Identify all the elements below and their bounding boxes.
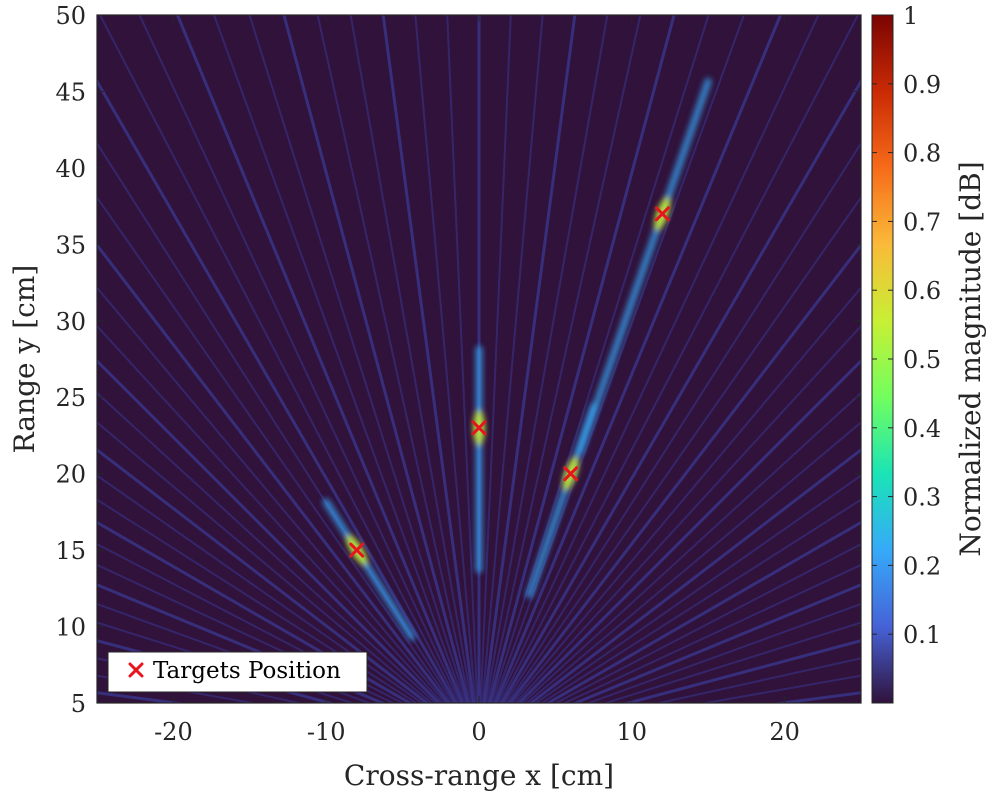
- y-tick-label: 45: [55, 78, 86, 106]
- legend-label: Targets Position: [153, 658, 341, 684]
- x-axis: -20 -10 0 10 20: [154, 15, 800, 746]
- y-tick-label: 30: [55, 308, 86, 336]
- heatmap-stripe: [486, 15, 642, 703]
- heatmap-stripe: [571, 583, 861, 703]
- colorbar-label: Normalized magnitude [dB]: [954, 161, 987, 556]
- x-tick-label: 10: [617, 718, 648, 746]
- heatmap-stripe: [553, 543, 861, 703]
- heatmap-lobe: [322, 498, 416, 641]
- colorbar-tick-label: 0.2: [903, 552, 941, 580]
- heatmap-stripe: [602, 621, 861, 703]
- heatmap-stripe: [521, 391, 861, 703]
- heatmap-stripe: [97, 391, 437, 703]
- y-tick-label: 35: [55, 231, 86, 259]
- heatmap-stripe: [97, 78, 458, 703]
- x-tick-label: 20: [769, 718, 800, 746]
- heatmap-stripe: [493, 15, 783, 703]
- heatmap-stripe: [479, 15, 512, 703]
- heatmap-stripe: [585, 602, 861, 703]
- x-tick-label: -20: [154, 718, 193, 746]
- heatmap-stripe: [525, 421, 861, 703]
- target-marker: [654, 206, 670, 222]
- heatmap-stripe: [528, 447, 861, 703]
- heatmap-stripe: [97, 286, 447, 703]
- x-tick-label: 0: [471, 718, 486, 746]
- legend-box: [107, 651, 368, 693]
- heatmap-stripe: [545, 520, 861, 703]
- heatmap-stripe: [212, 15, 466, 703]
- y-tick-label: 25: [55, 384, 86, 412]
- heatmap-stripe: [97, 324, 444, 703]
- heatmap-stripe: [562, 563, 861, 703]
- heatmap-stripe: [479, 704, 996, 743]
- x-tick-label: -10: [307, 718, 346, 746]
- target-marker: [471, 420, 487, 436]
- heatmap-stripe: [316, 15, 472, 703]
- colorbar-tick-label: 1: [903, 2, 918, 30]
- heatmap-stripe: [505, 195, 861, 703]
- heatmap-area: [97, 15, 996, 743]
- heatmap-stripe: [516, 358, 861, 703]
- heatmap-stripe: [98, 15, 460, 703]
- heatmap-stripe: [97, 195, 453, 703]
- legend-marker: [128, 662, 144, 678]
- heatmap-stripe: [496, 15, 820, 703]
- heatmap-stripe: [414, 15, 477, 703]
- heatmap-stripe: [349, 15, 473, 703]
- y-tick-label: 40: [55, 155, 86, 183]
- heatmap-stripe: [507, 242, 861, 703]
- colorbar-tick-label: 0.9: [903, 71, 941, 99]
- colorbar-tick-label: 0.3: [903, 484, 941, 512]
- heatmap-stripe: [539, 498, 861, 703]
- target-markers: [349, 206, 670, 558]
- heatmap-stripe: [481, 15, 544, 703]
- y-tick-label: 15: [55, 537, 86, 565]
- colorbar: 0.1 0.2 0.3 0.4 0.5 0.6 0.7 0.8 0.9 1 Normalized …: [871, 2, 987, 704]
- heatmap-stripe: [381, 15, 476, 703]
- target-marker: [349, 542, 365, 558]
- y-axis: 5 10 15 20 25 30 35 40 45 50: [55, 2, 861, 718]
- colorbar-tick-label: 0.5: [903, 346, 941, 374]
- heatmap-lobe: [576, 77, 712, 456]
- heatmap-stripe: [503, 141, 861, 703]
- heatmap-stripe: [511, 286, 861, 703]
- y-tick-label: 50: [55, 2, 86, 30]
- heatmap-stripe: [282, 15, 470, 703]
- heatmap-stripe: [138, 15, 462, 703]
- heatmap-stripe: [97, 421, 433, 703]
- target-marker: [563, 466, 579, 482]
- heatmap-stripe: [488, 15, 676, 703]
- y-tick-label: 20: [55, 461, 86, 489]
- y-axis-label: Range y [cm]: [8, 265, 41, 454]
- y-tick-label: 10: [55, 614, 86, 642]
- heatmap-stripe: [97, 358, 442, 703]
- heatmap-stripe: [175, 15, 465, 703]
- colorbar-ticks: 0.1 0.2 0.3 0.4 0.5 0.6 0.7 0.8 0.9 1: [872, 2, 941, 649]
- heatmap-stripe: [482, 15, 577, 703]
- colorbar-tick-label: 0.4: [903, 415, 941, 443]
- heatmap-stripe: [498, 15, 860, 703]
- heatmap-stripe: [485, 15, 609, 703]
- heatmap-stripe: [97, 621, 356, 703]
- heatmap-stripe: [248, 15, 468, 703]
- legend: Targets Position: [107, 651, 368, 693]
- x-axis-label: Cross-range x [cm]: [344, 759, 614, 792]
- heatmap-stripe: [97, 242, 451, 703]
- heatmap-stripe: [534, 474, 861, 703]
- colorbar-tick-label: 0.7: [903, 208, 941, 236]
- heatmap-stripe: [500, 78, 861, 703]
- heatmap-stripe: [492, 15, 746, 703]
- y-tick-label: 5: [71, 690, 86, 718]
- colorbar-tick-label: 0.1: [903, 621, 941, 649]
- heatmap-stripe: [514, 324, 861, 703]
- colorbar-tick-label: 0.6: [903, 277, 941, 305]
- heatmap-stripe: [446, 15, 479, 703]
- colorbar-tick-label: 0.8: [903, 140, 941, 168]
- heatmap-stripe: [490, 15, 710, 703]
